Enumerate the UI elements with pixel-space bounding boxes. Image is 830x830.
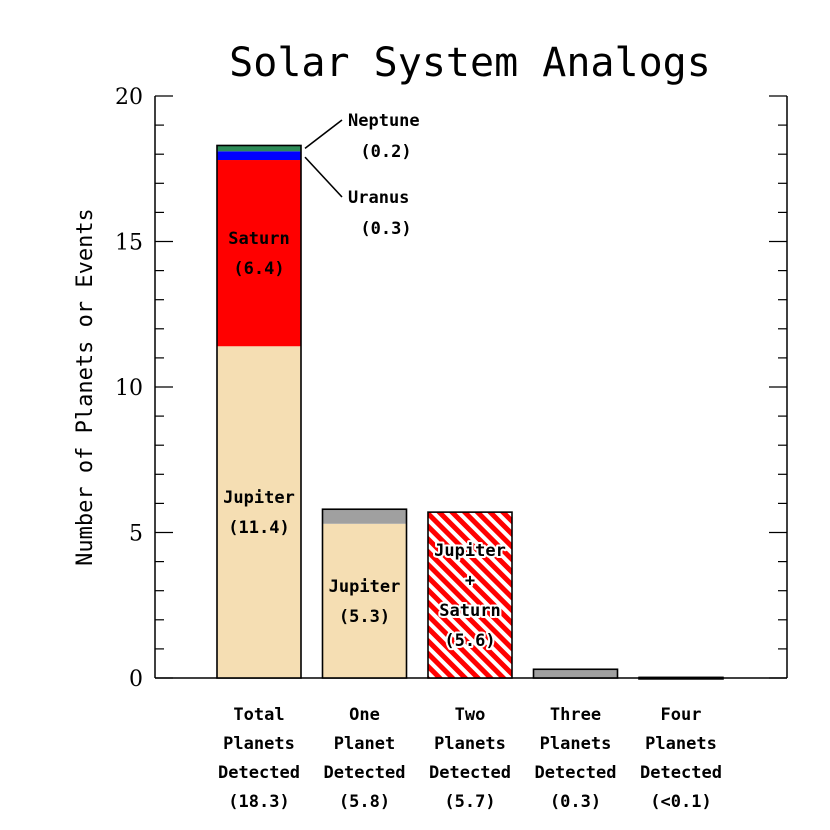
- segment-label: (6.4): [233, 259, 284, 279]
- category-label: Detected: [218, 763, 300, 783]
- y-axis-label: Number of Planets or Events: [73, 208, 98, 566]
- y-tick-label: 0: [129, 667, 143, 692]
- category-label: Three: [550, 705, 601, 725]
- bar-segment: [428, 512, 512, 678]
- bar-outline: [638, 676, 724, 680]
- bar-segment: [217, 160, 301, 347]
- category-label: (0.3): [550, 792, 601, 812]
- y-tick-label: 10: [115, 376, 143, 401]
- segment-label: Jupiter: [223, 488, 295, 508]
- category-label: (5.8): [339, 792, 390, 812]
- bar-segment: [217, 346, 301, 678]
- bar-outline: [532, 668, 619, 679]
- segment-label: +: [465, 571, 475, 591]
- category-label: Detected: [640, 763, 722, 783]
- annotation-label: (0.3): [360, 219, 411, 239]
- labels-group: Jupiter (11.4) Saturn (6.4) Total Planets Dete…: [218, 111, 722, 812]
- category-label: Two: [455, 705, 486, 725]
- annotation-label: (0.2): [360, 142, 411, 162]
- y-tick-label: 5: [129, 522, 143, 547]
- segment-label: (11.4): [228, 518, 289, 538]
- segment-label: (5.6): [444, 631, 495, 651]
- segment-label: Jupiter: [329, 577, 401, 597]
- category-label: (18.3): [228, 792, 289, 812]
- category-label: Planets: [540, 734, 612, 754]
- category-label: (5.7): [444, 792, 495, 812]
- category-label: (<0.1): [650, 792, 711, 812]
- category-label: Planets: [223, 734, 295, 754]
- annotation-leader-line: [304, 119, 343, 150]
- category-label: Planets: [645, 734, 717, 754]
- bar-segment: [322, 509, 407, 524]
- category-label: Four: [661, 705, 702, 725]
- bar-segment: [217, 145, 301, 152]
- segment-label: Saturn: [228, 229, 289, 249]
- bar-segment: [217, 151, 301, 161]
- annotation-label: Neptune: [348, 111, 420, 131]
- category-label: Detected: [535, 763, 617, 783]
- category-label: Planet: [334, 734, 395, 754]
- bar-outline: [321, 508, 408, 679]
- bar-segment: [322, 523, 407, 678]
- segment-label: (5.3): [339, 607, 390, 627]
- annotation-label: Uranus: [348, 188, 409, 208]
- y-tick-label: 20: [115, 85, 143, 110]
- bar-outline: [216, 144, 302, 679]
- bars-group: [216, 144, 724, 680]
- y-tick-label: 15: [115, 231, 143, 256]
- bar-segment: [533, 669, 618, 678]
- segment-label: Jupiter: [434, 541, 506, 561]
- annotation-leader-line: [304, 156, 343, 198]
- category-label: One: [349, 705, 380, 725]
- segment-label: Saturn: [439, 601, 500, 621]
- category-label: Total: [233, 705, 284, 725]
- chart-title: Solar System Analogs: [229, 40, 711, 86]
- bar-outline: [427, 511, 513, 679]
- category-label: Detected: [429, 763, 511, 783]
- category-label: Planets: [434, 734, 506, 754]
- category-label: Detected: [324, 763, 406, 783]
